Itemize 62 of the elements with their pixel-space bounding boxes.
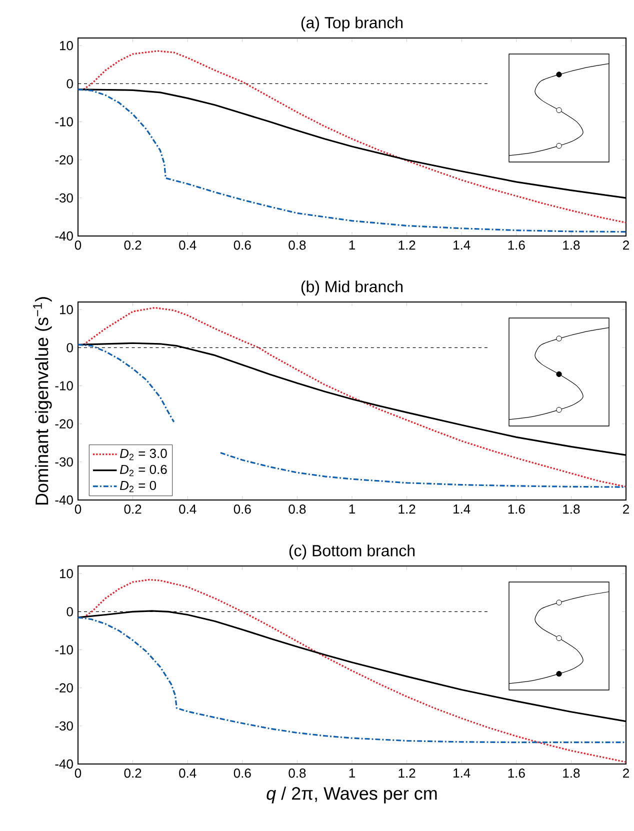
x-tick-label: 0.8 (288, 240, 306, 250)
y-tick-label: -40 (55, 231, 73, 241)
y-tick-label: -10 (55, 645, 73, 654)
line-series (82, 578, 626, 763)
x-tick-label: 1.2 (398, 504, 416, 514)
y-axis-title: Dominant eigenvalue (s$^{−1}$) (33, 297, 52, 505)
y-tick-label: 10 (60, 305, 73, 314)
chart-title: (c) Bottom branch (289, 544, 415, 560)
line-series (82, 50, 626, 224)
y-tick-label: -30 (55, 721, 73, 731)
x-tick-label: 1 (349, 504, 355, 514)
y-tick-label: -40 (55, 759, 73, 769)
x-axis-title: q / 2π, Waves per cm (266, 786, 437, 804)
y-tick-label: -30 (55, 457, 73, 467)
y-tick-label: -40 (55, 495, 73, 505)
x-tick-label: 1 (349, 240, 355, 250)
x-tick-label: 0 (74, 240, 82, 250)
legend-label: D$_{2}$ = 0.6 (120, 464, 167, 476)
x-tick-label: 2 (623, 504, 629, 514)
chart-title: (b) Mid branch (301, 280, 403, 296)
legend-label: D$_{2}$ = 3.0 (120, 448, 167, 460)
line-series (78, 88, 626, 233)
y-tick-label: -10 (55, 381, 73, 390)
x-tick-label: 0.4 (179, 240, 196, 250)
x-tick-label: 1.4 (454, 240, 470, 250)
x-tick-label: 0 (74, 768, 82, 778)
x-tick-label: 0.8 (288, 768, 306, 778)
x-tick-label: 0.6 (234, 504, 251, 514)
x-tick-label: 1.2 (398, 240, 416, 250)
x-tick-label: 1.6 (508, 240, 525, 250)
x-tick-label: 0.2 (124, 504, 142, 514)
x-tick-label: 1 (349, 768, 355, 778)
x-tick-label: 0.2 (124, 240, 142, 250)
x-tick-label: 1.8 (563, 768, 580, 778)
y-tick-label: 0 (66, 343, 73, 352)
y-tick-label: 10 (60, 41, 73, 50)
x-tick-label: 0.6 (234, 768, 251, 778)
x-tick-label: 1.8 (563, 240, 580, 250)
x-tick-label: 0.6 (234, 240, 251, 250)
y-tick-label: -10 (55, 117, 73, 126)
x-tick-label: 1.6 (508, 768, 525, 778)
x-tick-label: 0.2 (124, 768, 142, 778)
y-tick-label: -20 (55, 683, 73, 692)
x-tick-label: 1.4 (454, 504, 470, 514)
y-tick-label: -20 (55, 155, 73, 164)
y-tick-label: -30 (55, 193, 73, 203)
x-tick-label: 2 (623, 240, 629, 250)
legend-label: D$_{2}$ = 0 (120, 480, 156, 492)
x-tick-label: 2 (623, 768, 629, 778)
x-tick-label: 0.4 (179, 768, 196, 778)
x-tick-label: 1.8 (563, 504, 580, 514)
chart-title: (a) Top branch (301, 16, 403, 32)
x-tick-label: 0.8 (288, 504, 306, 514)
x-tick-label: 1.2 (398, 768, 416, 778)
y-tick-label: 0 (66, 79, 73, 88)
x-tick-label: 0 (74, 504, 82, 514)
y-tick-label: 0 (66, 607, 73, 616)
x-tick-label: 0.4 (179, 504, 196, 514)
y-tick-label: 10 (60, 569, 73, 578)
x-tick-label: 1.4 (454, 768, 470, 778)
x-tick-label: 1.6 (508, 504, 525, 514)
y-tick-label: -20 (55, 419, 73, 428)
